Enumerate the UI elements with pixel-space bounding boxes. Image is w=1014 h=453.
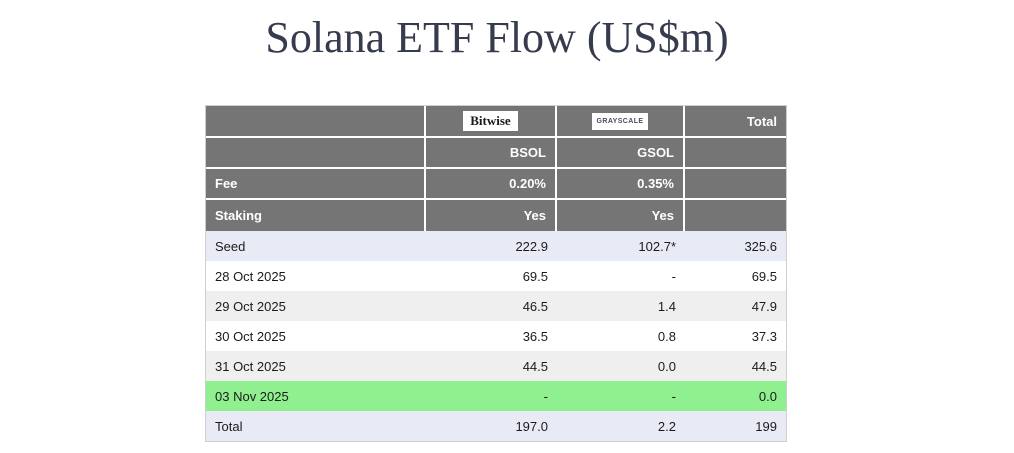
grayscale-logo: GRAYSCALE	[591, 112, 649, 130]
row-gsol-value: -	[671, 268, 676, 284]
table-row-31-oct: 31 Oct 2025 44.5 0.0 44.5	[206, 351, 786, 381]
row-bsol-value: 46.5	[522, 298, 548, 314]
fee-gsol: 0.35%	[557, 169, 685, 198]
table-row-03-nov-highlighted: 03 Nov 2025 - - 0.0	[206, 381, 786, 411]
row-total-value: 44.5	[751, 358, 777, 374]
header-row-tickers: BSOL GSOL	[206, 138, 786, 169]
header-cell-bitwise: Bitwise	[426, 106, 557, 136]
row-total-value: 47.9	[751, 298, 777, 314]
header-row-fee: Fee 0.20% 0.35%	[206, 169, 786, 200]
row-bsol-value: 44.5	[522, 358, 548, 374]
header-cell-grayscale: GRAYSCALE	[557, 106, 685, 136]
row-label: 30 Oct 2025	[215, 328, 286, 344]
header-row-logos: Bitwise GRAYSCALE Total	[206, 106, 786, 138]
header-row-staking: Staking Yes Yes	[206, 200, 786, 231]
row-total-value: 0.0	[758, 388, 777, 404]
row-gsol-value: -	[671, 388, 676, 404]
ticker-bsol: BSOL	[426, 138, 557, 167]
row-total-value: 37.3	[751, 328, 777, 344]
ticker-gsol: GSOL	[557, 138, 685, 167]
row-gsol-value: 102.7*	[638, 238, 676, 254]
header-cell-empty	[206, 106, 426, 136]
row-label: 31 Oct 2025	[215, 358, 286, 374]
row-gsol-value: 2.2	[657, 418, 676, 434]
row-bsol-value: 69.5	[522, 268, 548, 284]
row-total-value: 69.5	[751, 268, 777, 284]
row-gsol-value: 0.8	[657, 328, 676, 344]
row-gsol-value: 1.4	[657, 298, 676, 314]
row-bsol-value: -	[543, 388, 548, 404]
row-label: Seed	[215, 238, 246, 254]
staking-gsol: Yes	[557, 200, 685, 231]
table-row-28-oct: 28 Oct 2025 69.5 - 69.5	[206, 261, 786, 291]
bitwise-logo: Bitwise	[463, 111, 518, 131]
fee-bsol: 0.20%	[426, 169, 557, 198]
row-label: 03 Nov 2025	[215, 388, 289, 404]
fee-label: Fee	[206, 169, 426, 198]
table-row-seed: Seed 222.9 102.7* 325.6	[206, 231, 786, 261]
table-row-total: Total 197.0 2.2 199	[206, 411, 786, 441]
row-total-value: 325.6	[744, 238, 777, 254]
row-bsol-value: 197.0	[515, 418, 548, 434]
page-title: Solana ETF Flow (US$m)	[265, 13, 729, 62]
table-row-29-oct: 29 Oct 2025 46.5 1.4 47.9	[206, 291, 786, 321]
header-cell-total: Total	[746, 113, 777, 129]
row-label: 28 Oct 2025	[215, 268, 286, 284]
row-bsol-value: 36.5	[522, 328, 548, 344]
staking-bsol: Yes	[426, 200, 557, 231]
row-label: 29 Oct 2025	[215, 298, 286, 314]
staking-cell-blank	[685, 200, 786, 231]
row-bsol-value: 222.9	[515, 238, 548, 254]
ticker-cell-empty	[206, 138, 426, 167]
row-label: Total	[215, 418, 243, 434]
fee-cell-blank	[685, 169, 786, 198]
row-gsol-value: 0.0	[657, 358, 676, 374]
staking-label: Staking	[206, 200, 426, 231]
ticker-cell-blank	[685, 138, 786, 167]
etf-flow-table: Bitwise GRAYSCALE Total BSOL GSOL Fee 0.…	[205, 105, 787, 442]
row-total-value: 199	[755, 418, 777, 434]
table-row-30-oct: 30 Oct 2025 36.5 0.8 37.3	[206, 321, 786, 351]
